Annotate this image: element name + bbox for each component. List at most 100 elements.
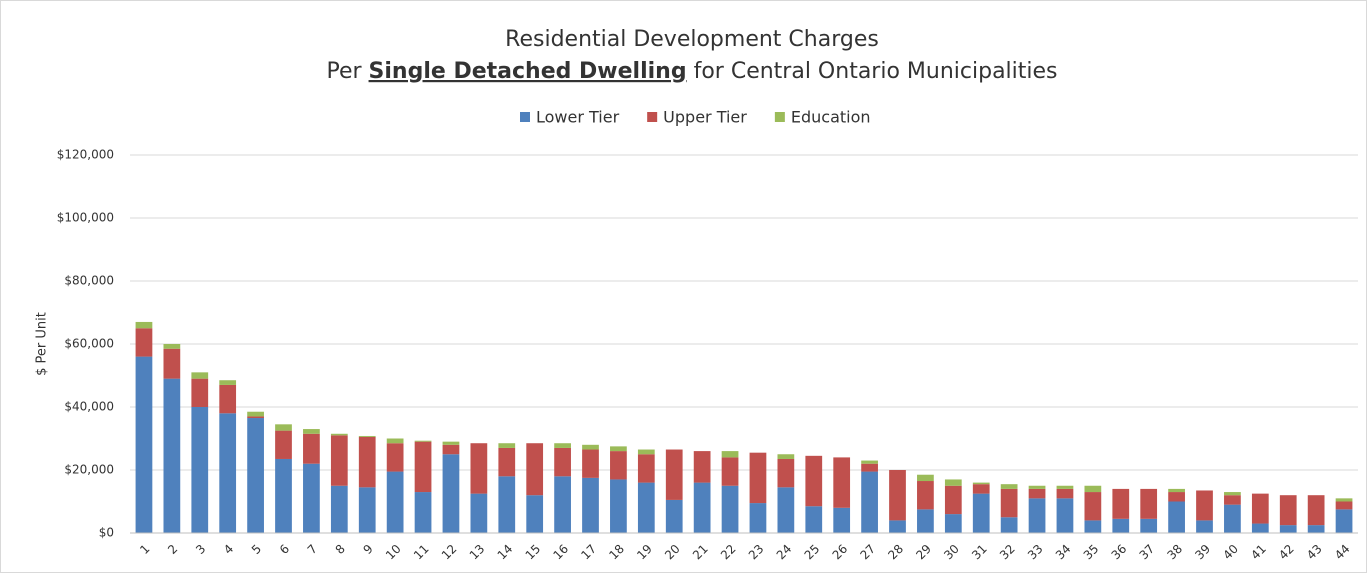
bar-segment: [693, 482, 711, 533]
bar-segment: [582, 444, 599, 450]
chart-title: Residential Development Charges: [505, 27, 879, 52]
bar-segment: [1196, 490, 1213, 521]
y-axis-label: $ Per Unit: [35, 312, 50, 376]
bar-segment: [1000, 484, 1018, 489]
subtitle-part: Per: [326, 59, 362, 84]
legend-swatch: [774, 112, 785, 122]
bar-segment: [1251, 493, 1269, 524]
bar-segment: [1056, 485, 1074, 489]
bar-segment: [889, 520, 906, 533]
bar-segment: [637, 454, 655, 483]
bar-segment: [526, 443, 544, 496]
bar-segment: [163, 348, 181, 379]
bar-segment: [861, 460, 878, 464]
bar-segment: [554, 443, 571, 448]
bar-segment: [1028, 498, 1046, 533]
bar-segment: [1224, 504, 1241, 533]
bar-segment: [917, 474, 934, 482]
bar-segment: [1279, 495, 1297, 526]
bar-segment: [582, 477, 599, 533]
bar-segment: [637, 449, 655, 455]
bar-segment: [777, 487, 795, 533]
legend-label: Upper Tier: [663, 108, 747, 127]
bar-segment: [1140, 488, 1158, 519]
bar-segment: [247, 416, 264, 419]
bar-segment: [665, 449, 683, 500]
bar-segment: [861, 463, 878, 472]
bar-segment: [219, 380, 237, 385]
bar-segment: [163, 378, 181, 533]
bar-segment: [219, 384, 237, 414]
bar-segment: [1112, 518, 1130, 533]
bar-segment: [944, 485, 962, 515]
bar-segment: [1224, 492, 1241, 496]
bar-segment: [917, 481, 934, 510]
y-tick-label: $120,000: [57, 148, 114, 162]
y-tick-label: $40,000: [64, 400, 114, 414]
bar-segment: [721, 451, 739, 458]
bar-segment: [610, 446, 627, 452]
chart-subtitle: Per Single Detached Dwelling for Central O…: [326, 59, 1057, 84]
bar-segment: [135, 356, 153, 533]
bar-segment: [637, 482, 655, 533]
bar-segment: [610, 451, 627, 480]
bar-segment: [275, 424, 292, 431]
bar-segment: [1168, 501, 1185, 533]
bar-segment: [1028, 485, 1046, 489]
bar-segment: [721, 457, 739, 486]
bar-segment: [414, 440, 432, 442]
bar-segment: [275, 430, 292, 459]
bar-segment: [1279, 525, 1297, 533]
bar-segment: [1335, 501, 1353, 510]
y-tick-label: $80,000: [64, 274, 114, 288]
bar-segment: [330, 435, 348, 486]
bar-segment: [191, 372, 209, 379]
bar-segment: [1000, 488, 1018, 518]
bar-segment: [749, 452, 767, 504]
bar-segment: [1084, 520, 1102, 533]
bar-segment: [303, 433, 320, 464]
bar-segment: [1307, 525, 1325, 533]
bar-segment: [1084, 492, 1102, 521]
bar-segment: [1335, 498, 1353, 502]
bar-segment: [1112, 488, 1130, 519]
bar-segment: [972, 493, 990, 533]
subtitle-emphasis: Single Detached Dwelling: [369, 59, 687, 84]
bar-segment: [1251, 523, 1269, 533]
bar-segment: [275, 458, 292, 533]
bar-segment: [1196, 520, 1213, 533]
legend-label: Education: [791, 108, 871, 127]
bar-segment: [1224, 495, 1241, 505]
bar-segment: [582, 449, 599, 478]
bar-segment: [247, 411, 264, 417]
bar-segment: [498, 476, 516, 533]
legend-swatch: [520, 112, 530, 122]
bar-segment: [386, 438, 404, 444]
legend-swatch: [647, 112, 658, 122]
bar-segment: [917, 509, 934, 533]
bar-segment: [1056, 498, 1074, 533]
bar-segment: [665, 499, 683, 533]
bar-segment: [498, 443, 516, 448]
bar-segment: [191, 407, 209, 533]
bar-segment: [414, 441, 432, 493]
bar-segment: [163, 344, 181, 349]
bar-segment: [247, 418, 264, 533]
bar-segment: [526, 495, 544, 533]
bar-segment: [1056, 488, 1074, 499]
bar-segment: [777, 458, 795, 488]
y-tick-label: $20,000: [64, 463, 114, 477]
bar-segment: [386, 471, 404, 533]
bar-segment: [972, 484, 990, 494]
legend-label: Lower Tier: [536, 108, 620, 127]
bar-segment: [358, 435, 376, 437]
bar-segment: [330, 485, 348, 533]
bar-segment: [1084, 485, 1102, 493]
bar-segment: [414, 492, 432, 533]
bar-segment: [470, 443, 488, 494]
bar-segment: [833, 507, 851, 533]
bar-segment: [777, 454, 795, 459]
bar-segment: [498, 447, 516, 477]
bar-segment: [191, 378, 209, 407]
